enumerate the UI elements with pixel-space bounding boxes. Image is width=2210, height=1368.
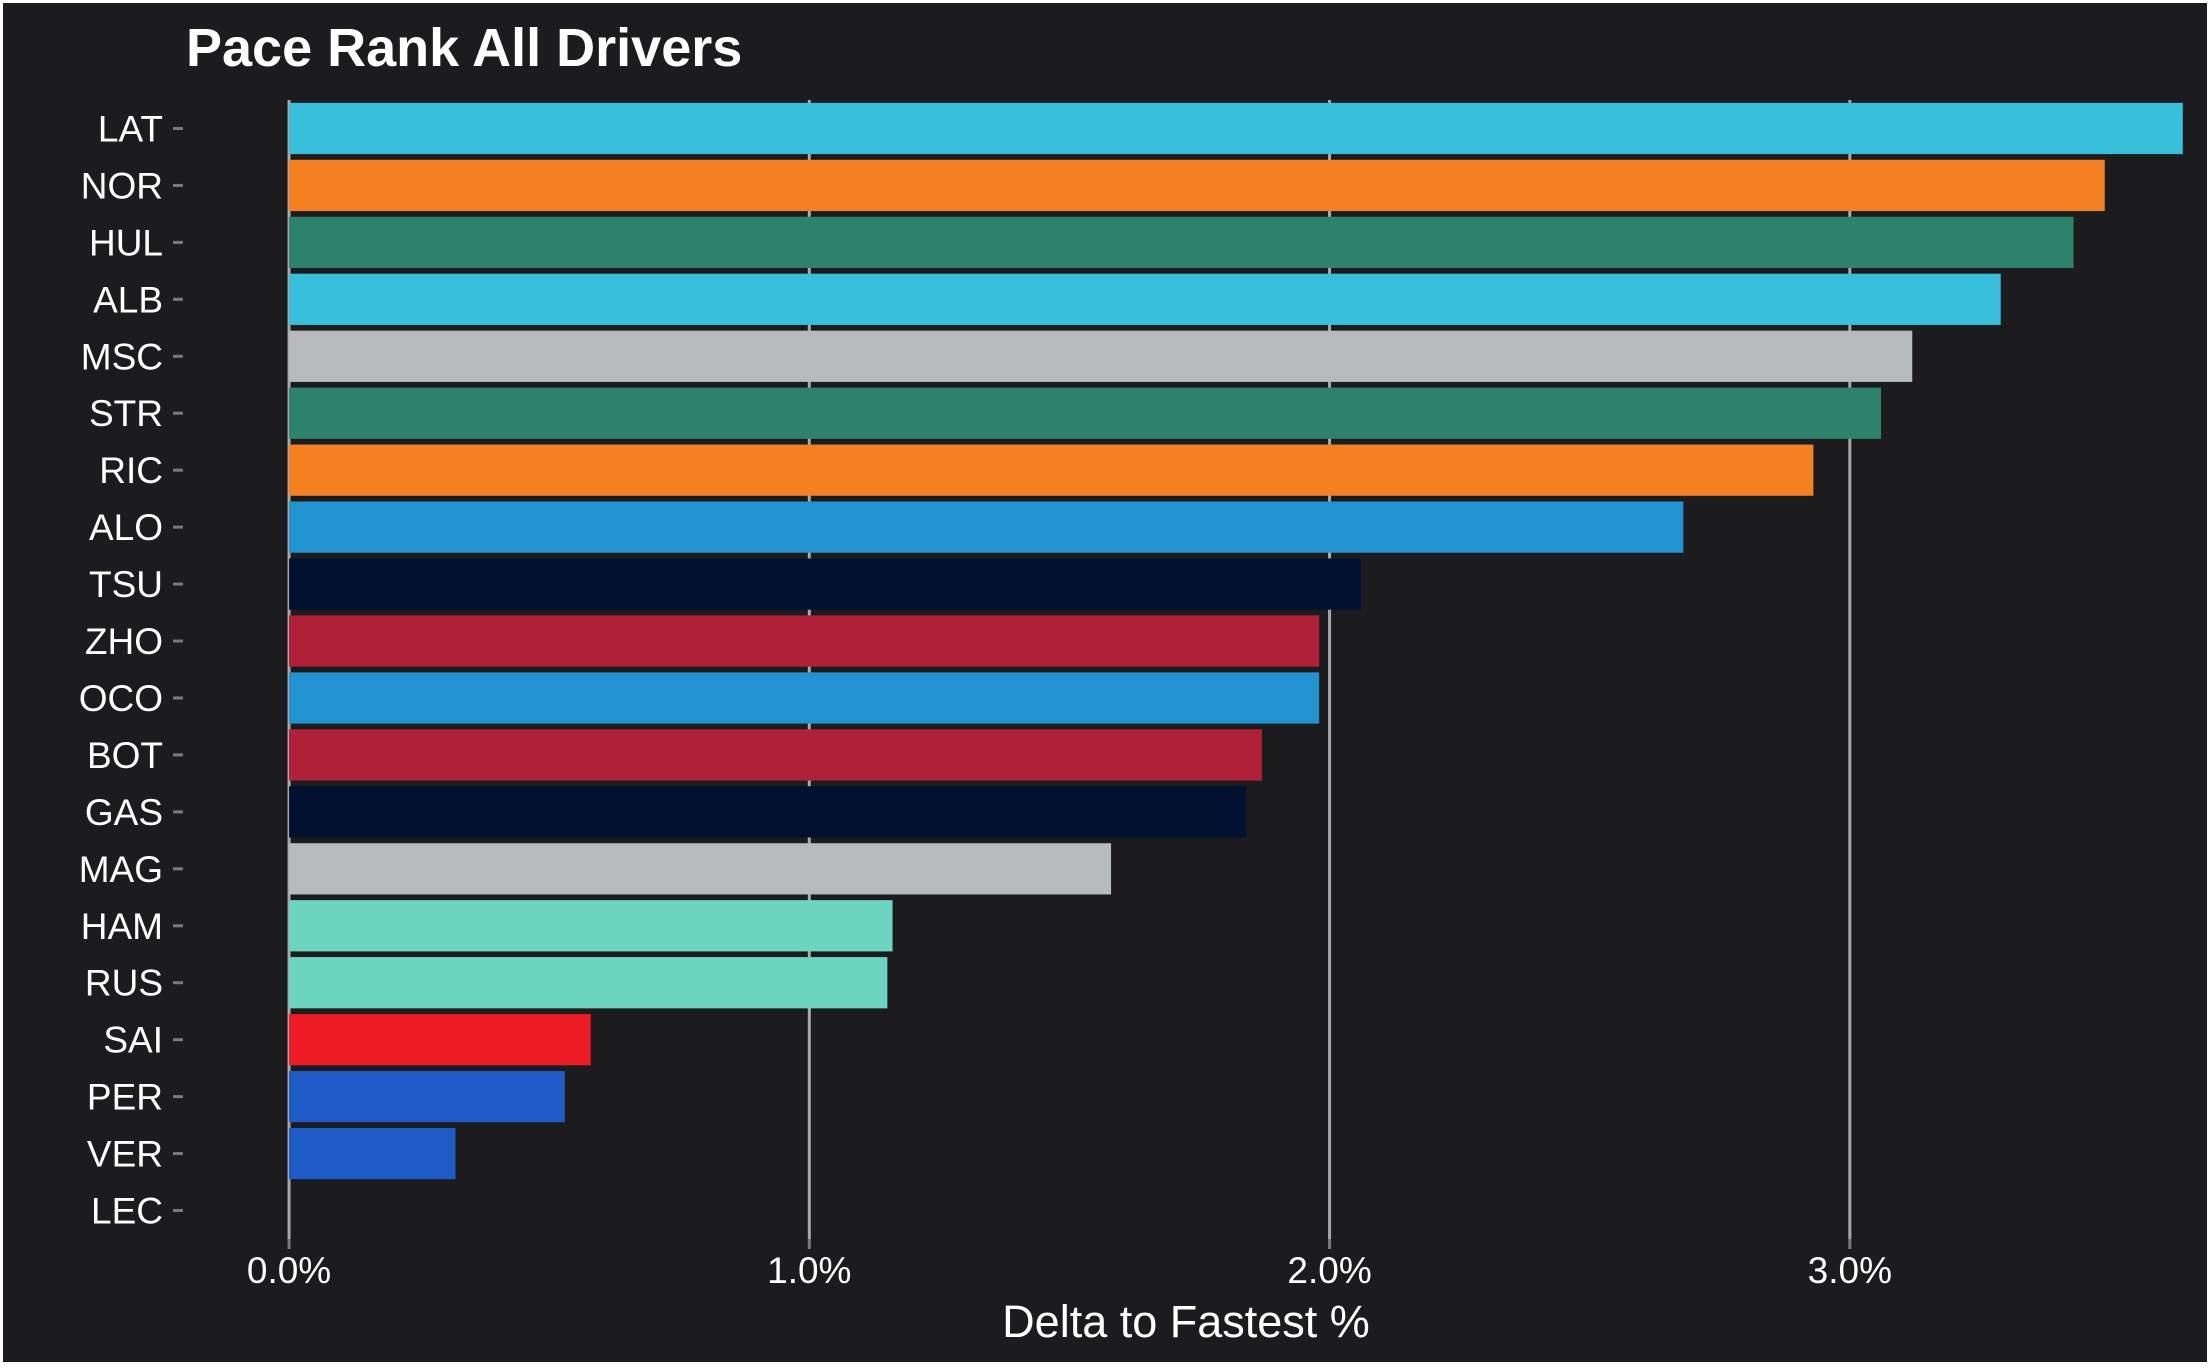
bar-alb (289, 273, 2001, 325)
bar-tsu (289, 558, 1361, 610)
y-tick-label-ver: VER (87, 1134, 163, 1175)
gridlines (287, 100, 1852, 1239)
y-tick-label-ham: HAM (81, 906, 163, 947)
y-tick-label-bot: BOT (87, 735, 163, 776)
bar-lat (289, 102, 2183, 155)
y-tick-label-per: PER (87, 1077, 163, 1118)
bar-zho (289, 615, 1320, 667)
bar-str (289, 387, 1882, 439)
x-axis: 0.0% 1.0% 2.0% 3.0% (247, 1239, 1892, 1291)
y-tick-label-nor: NOR (81, 165, 163, 206)
y-axis: LAT NOR HUL ALB MSC STR RIC ALO TSU ZHO OCO BOT GAS M… (79, 108, 183, 1232)
y-tick-label-rus: RUS (85, 963, 163, 1004)
chart-title: Pace Rank All Drivers (186, 18, 742, 78)
x-tick-label-2: 2.0% (1287, 1250, 1371, 1291)
y-tick-label-msc: MSC (81, 336, 163, 377)
x-tick-label-3: 3.0% (1808, 1250, 1892, 1291)
y-tick-label-gas: GAS (85, 792, 163, 833)
bar-bot (289, 729, 1262, 781)
bar-gas (289, 786, 1247, 838)
bar-ver (289, 1127, 456, 1180)
bar-per (289, 1070, 565, 1123)
y-tick-label-hul: HUL (89, 222, 163, 263)
x-tick-label-0: 0.0% (247, 1250, 331, 1291)
y-tick-label-lec: LEC (91, 1191, 163, 1232)
y-tick-label-mag: MAG (79, 849, 163, 890)
y-tick-label-str: STR (89, 393, 163, 434)
bar-hul (289, 216, 2074, 269)
y-tick-label-tsu: TSU (89, 564, 163, 605)
y-tick-label-ric: RIC (99, 450, 163, 491)
y-tick-label-alb: ALB (93, 279, 163, 320)
y-tick-label-sai: SAI (103, 1020, 163, 1061)
bar-chart: Pace Rank All Drivers LAT NOR HUL ALB MSC STR… (79, 18, 2183, 1347)
y-tick-label-zho: ZHO (85, 621, 163, 662)
bar-nor (289, 159, 2105, 212)
bar-oco (289, 672, 1320, 724)
x-tick-label-1: 1.0% (767, 1250, 851, 1291)
bar-msc (289, 330, 1913, 382)
x-axis-label: Delta to Fastest % (1002, 1296, 1370, 1347)
bars (289, 102, 2183, 1180)
y-tick-label-oco: OCO (79, 678, 163, 719)
y-tick-label-lat: LAT (98, 108, 163, 149)
bar-ric (289, 444, 1814, 496)
y-tick-label-alo: ALO (89, 507, 163, 548)
bar-mag (289, 843, 1112, 895)
bar-rus (289, 957, 888, 1009)
bar-sai (289, 1014, 591, 1066)
bar-alo (289, 501, 1684, 553)
bar-ham (289, 900, 893, 952)
